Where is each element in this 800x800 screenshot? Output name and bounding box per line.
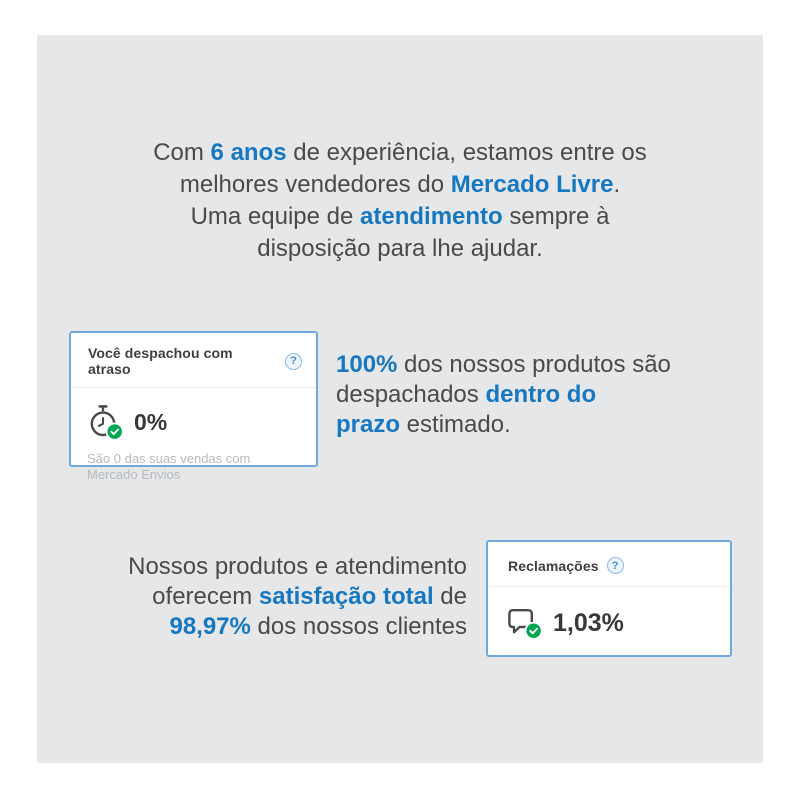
stat-row: 0% (86, 404, 302, 441)
claims-metric-card: Reclamações ? 1,03% (486, 540, 732, 657)
stat-row: 1,03% (506, 606, 716, 641)
shipping-metric-card: Você despachou com atraso ? (69, 331, 318, 482)
help-glyph: ? (611, 559, 619, 572)
card-divider (71, 387, 316, 388)
help-icon[interactable]: ? (285, 352, 302, 370)
shipping-card-title: Você despachou com atraso (88, 345, 233, 377)
card-header: Você despachou com atraso ? (71, 333, 316, 387)
intro-text: Com 6 anos de experiência, estamos entre… (153, 139, 647, 262)
chat-bubble-check-icon (506, 606, 544, 641)
claims-rate-value: 1,03% (553, 609, 624, 637)
help-glyph: ? (290, 355, 297, 367)
shipping-claim-text: 100% dos nossos produtos são despachados … (336, 351, 671, 438)
claims-card-title: Reclamações (508, 557, 599, 574)
late-dispatch-value: 0% (134, 409, 168, 435)
card-subtitle: São 0 das suas vendas com Mercado Envios (87, 451, 251, 482)
card-header: Reclamações ? (488, 542, 730, 586)
card-body: 1,03% (488, 587, 730, 641)
card-body: 0% São 0 das suas vendas com Mercado Env… (71, 388, 316, 482)
help-icon[interactable]: ? (606, 557, 624, 574)
satisfaction-claim-text: Nossos produtos e atendimento oferecem sa… (128, 553, 467, 640)
panel-background: Com 6 anos de experiência, estamos entre… (37, 35, 763, 763)
card-divider (488, 586, 730, 587)
stopwatch-check-icon (86, 404, 125, 441)
